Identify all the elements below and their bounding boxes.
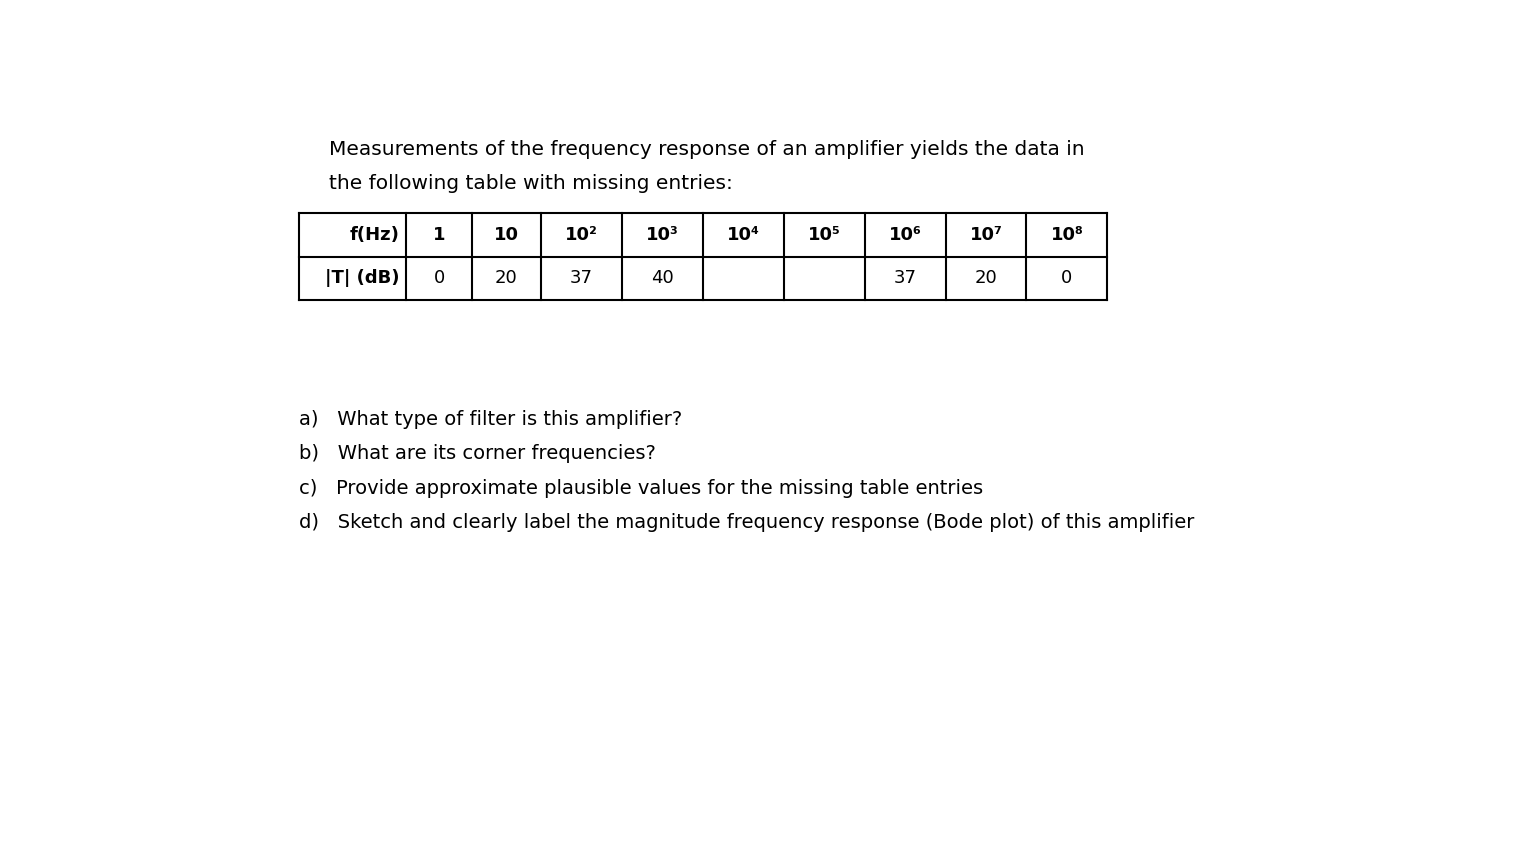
Text: 0: 0 xyxy=(433,270,444,288)
Text: the following table with missing entries:: the following table with missing entries… xyxy=(329,174,733,193)
Text: 20: 20 xyxy=(495,270,518,288)
Text: 10⁴: 10⁴ xyxy=(727,226,760,244)
Text: a)   What type of filter is this amplifier?: a) What type of filter is this amplifier… xyxy=(300,410,682,429)
Text: 37: 37 xyxy=(570,270,593,288)
Text: 1: 1 xyxy=(433,226,445,244)
Text: 10⁶: 10⁶ xyxy=(889,226,922,244)
Text: 0: 0 xyxy=(1061,270,1072,288)
Text: 10: 10 xyxy=(493,226,519,244)
Text: b)   What are its corner frequencies?: b) What are its corner frequencies? xyxy=(300,444,656,463)
Text: Measurements of the frequency response of an amplifier yields the data in: Measurements of the frequency response o… xyxy=(329,140,1084,159)
Text: f(Hz): f(Hz) xyxy=(349,226,399,244)
Text: 10⁵: 10⁵ xyxy=(808,226,840,244)
Text: 20: 20 xyxy=(975,270,997,288)
Text: 10³: 10³ xyxy=(645,226,679,244)
Text: |T| (dB): |T| (dB) xyxy=(324,270,399,288)
Text: 37: 37 xyxy=(894,270,917,288)
Text: 40: 40 xyxy=(651,270,674,288)
Text: 10⁷: 10⁷ xyxy=(969,226,1003,244)
Text: c)   Provide approximate plausible values for the missing table entries: c) Provide approximate plausible values … xyxy=(300,479,983,498)
Text: 10²: 10² xyxy=(565,226,598,244)
Text: d)   Sketch and clearly label the magnitude frequency response (Bode plot) of th: d) Sketch and clearly label the magnitud… xyxy=(300,513,1195,532)
Text: 10⁸: 10⁸ xyxy=(1051,226,1083,244)
